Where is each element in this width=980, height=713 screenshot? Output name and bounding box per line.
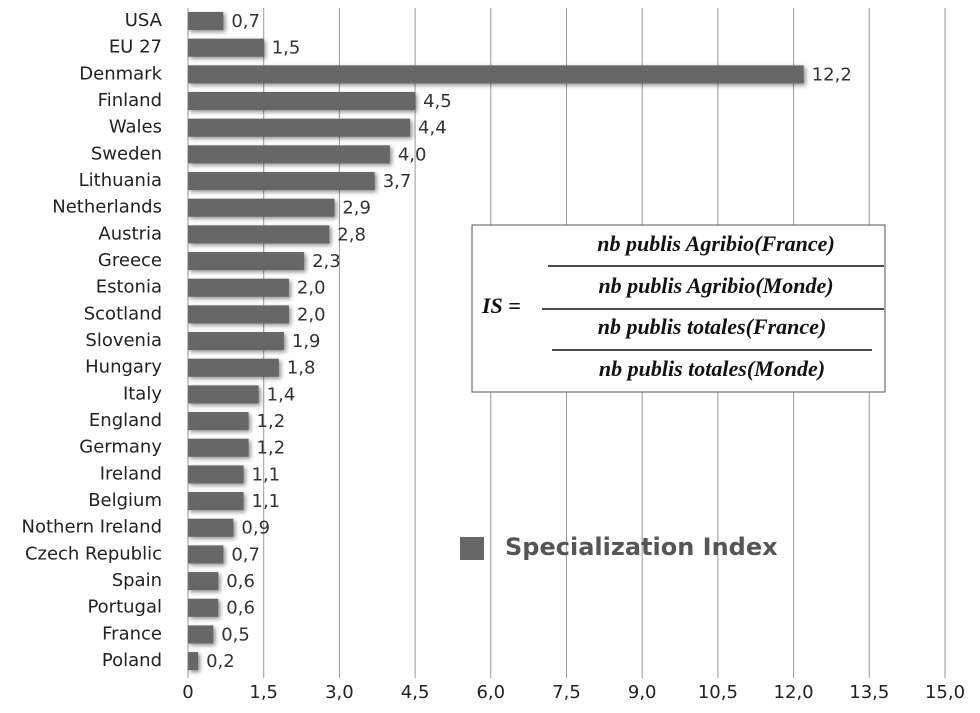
bar	[188, 385, 259, 404]
bar	[188, 65, 804, 84]
bar	[188, 92, 416, 111]
bar	[188, 412, 249, 431]
y-tick-label: England	[89, 410, 162, 431]
value-label: 1,9	[292, 331, 321, 352]
bar	[188, 252, 305, 271]
bar	[188, 172, 375, 191]
bar	[188, 198, 335, 217]
y-tick-label: Hungary	[85, 357, 162, 378]
y-tick-label: Ireland	[100, 463, 162, 484]
y-tick-label: Poland	[102, 650, 162, 671]
x-tick-label: 10,5	[698, 682, 738, 703]
bar	[188, 12, 224, 30]
bar	[188, 118, 411, 137]
legend-label: Specialization Index	[505, 533, 778, 561]
x-tick-label: 7,5	[552, 682, 581, 703]
value-label: 2,8	[337, 224, 366, 245]
y-tick-label: Wales	[109, 117, 162, 138]
value-label: 1,1	[252, 464, 281, 485]
y-tick-label: Scotland	[84, 303, 162, 324]
bar	[188, 145, 390, 164]
value-label: 4,0	[398, 144, 427, 165]
value-label: 0,7	[231, 544, 260, 565]
bar	[188, 572, 219, 591]
formula-lhs: IS =	[481, 293, 521, 318]
formula-text: nb publis totales(France)	[598, 314, 827, 339]
value-label: 1,4	[267, 384, 296, 405]
y-tick-label: Belgium	[88, 490, 162, 511]
bar	[188, 518, 234, 537]
y-tick-label: EU 27	[109, 37, 162, 58]
bar	[188, 278, 289, 297]
bar	[188, 332, 284, 351]
bar	[188, 438, 249, 457]
bar	[188, 598, 219, 617]
value-label: 2,0	[297, 304, 326, 325]
y-tick-label: Finland	[98, 90, 162, 111]
value-label: 1,2	[257, 438, 286, 459]
y-tick-label: Spain	[112, 570, 162, 591]
x-tick-label: 15,0	[925, 682, 965, 703]
x-tick-label: 0	[182, 682, 193, 703]
value-label: 0,6	[226, 571, 255, 592]
bar	[188, 492, 244, 511]
value-label: 3,7	[383, 171, 412, 192]
bar	[188, 225, 330, 244]
bar	[188, 545, 224, 564]
bar	[188, 652, 199, 671]
value-label: 1,5	[272, 38, 301, 59]
y-tick-label: Austria	[98, 223, 162, 244]
bar	[188, 38, 264, 57]
formula-text: nb publis Agribio(Monde)	[598, 273, 833, 298]
formula-text: nb publis totales(Monde)	[599, 356, 825, 381]
y-tick-label: Denmark	[79, 63, 162, 84]
value-label: 0,5	[221, 624, 250, 645]
x-tick-label: 9,0	[628, 682, 657, 703]
value-label: 0,6	[226, 598, 255, 619]
y-tick-label: Netherlands	[52, 197, 162, 218]
x-tick-label: 1,5	[249, 682, 278, 703]
y-tick-label: Portugal	[87, 597, 162, 618]
bar	[188, 305, 289, 324]
y-tick-label: Lithuania	[79, 170, 162, 191]
y-tick-label: Germany	[79, 437, 162, 458]
value-label: 2,9	[342, 198, 371, 219]
value-label: 4,5	[423, 91, 452, 112]
y-tick-label: Nothern Ireland	[22, 517, 162, 538]
bar	[188, 358, 279, 377]
value-label: 4,4	[418, 118, 447, 139]
legend-swatch	[460, 537, 484, 560]
y-tick-label: Greece	[98, 250, 162, 271]
bar	[188, 625, 214, 644]
value-label: 2,3	[312, 251, 341, 272]
y-tick-label: Estonia	[96, 277, 162, 298]
value-label: 0,9	[241, 518, 270, 539]
value-label: 1,2	[257, 411, 286, 432]
y-tick-label: Sweden	[91, 143, 162, 164]
y-tick-label: Czech Republic	[25, 543, 162, 564]
value-label: 1,8	[287, 358, 316, 379]
formula-text: nb publis Agribio(France)	[597, 231, 835, 256]
x-tick-label: 13,5	[849, 682, 889, 703]
x-tick-label: 4,5	[401, 682, 430, 703]
value-label: 1,1	[252, 491, 281, 512]
value-label: 12,2	[812, 64, 852, 85]
bar	[188, 465, 244, 484]
y-tick-label: Italy	[123, 383, 162, 404]
y-tick-label: USA	[125, 10, 163, 31]
y-tick-label: Slovenia	[85, 330, 162, 351]
y-tick-label: France	[102, 623, 162, 644]
value-label: 0,2	[206, 651, 235, 672]
x-tick-label: 12,0	[774, 682, 814, 703]
value-label: 2,0	[297, 278, 326, 299]
x-tick-label: 3,0	[325, 682, 354, 703]
x-tick-label: 6,0	[476, 682, 505, 703]
value-label: 0,7	[231, 11, 260, 32]
